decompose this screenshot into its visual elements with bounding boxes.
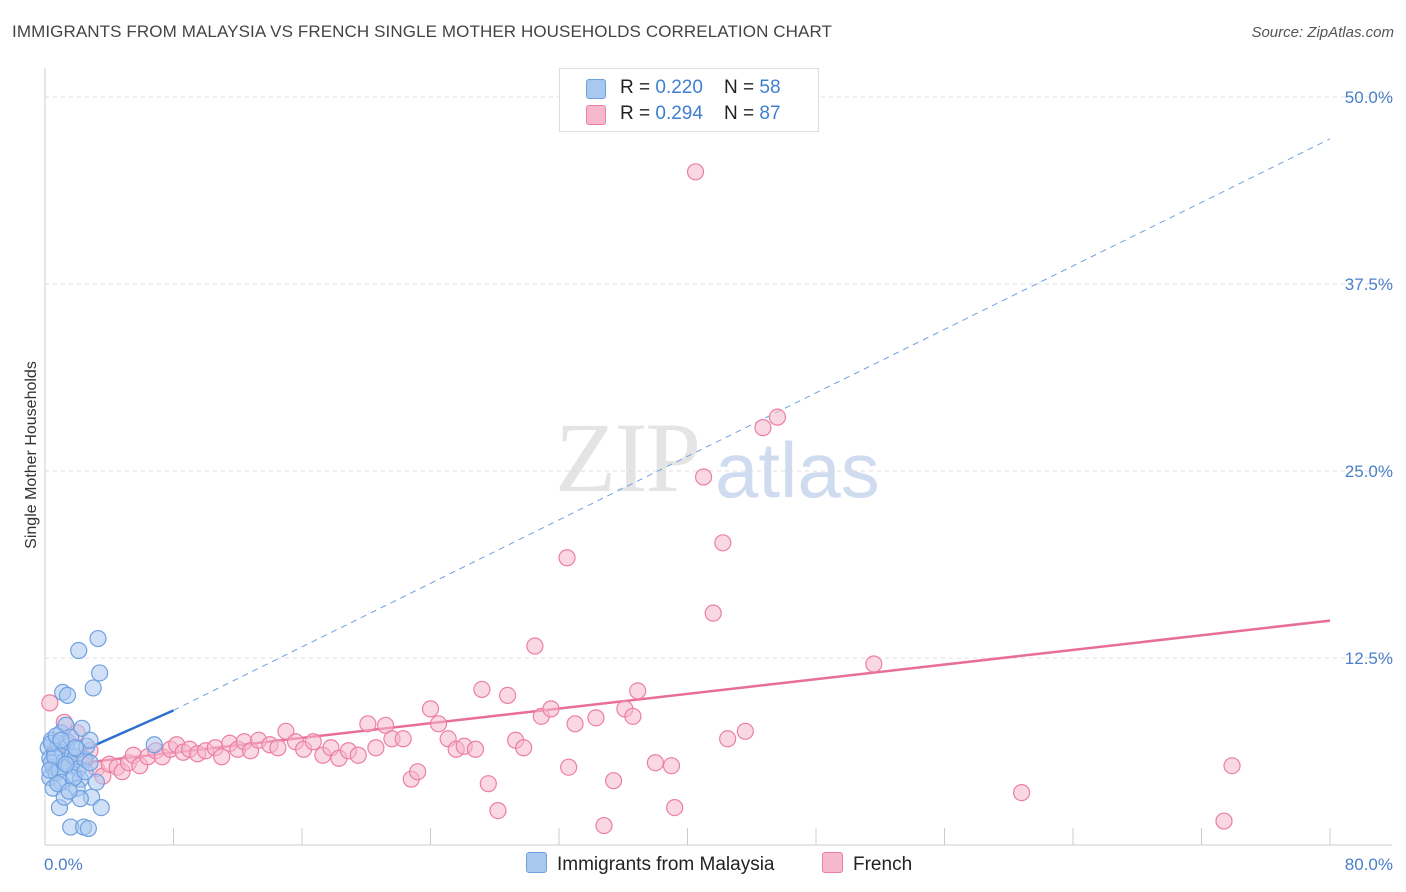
- bottom-legend-label-malaysia: Immigrants from Malaysia: [557, 854, 775, 875]
- data-point-french: [662, 757, 681, 775]
- data-point-french: [560, 758, 578, 776]
- y-ticks: 12.5% 25.0% 37.5% 50.0%: [1345, 88, 1393, 668]
- data-point-malaysia: [73, 719, 91, 737]
- correlation-legend: R = 0.220 N = 58 R = 0.294 N = 87: [559, 68, 819, 132]
- axes: [44, 68, 1392, 846]
- data-point-french: [629, 682, 647, 700]
- data-point-french: [1223, 757, 1241, 775]
- data-point-french: [704, 604, 722, 622]
- data-point-malaysia: [87, 773, 106, 791]
- data-point-malaysia: [92, 798, 110, 817]
- legend-r-value: 0.294: [655, 103, 703, 124]
- data-point-french: [367, 739, 385, 757]
- data-point-malaysia: [57, 755, 75, 773]
- legend-n-label: N =: [724, 77, 760, 98]
- data-point-french: [694, 468, 713, 486]
- trend-line-malaysia-extended: [173, 138, 1331, 711]
- data-point-french: [479, 775, 497, 793]
- data-point-malaysia: [81, 731, 99, 749]
- data-point-french: [304, 733, 322, 751]
- data-point-french: [349, 746, 367, 764]
- bottom-legend-french: French: [822, 852, 912, 876]
- data-point-malaysia: [66, 739, 85, 757]
- data-point-french: [736, 722, 754, 740]
- data-point-malaysia: [70, 641, 88, 660]
- y-axis-title: Single Mother Households: [23, 361, 40, 549]
- data-point-malaysia: [89, 629, 107, 648]
- data-point-french: [754, 419, 772, 437]
- data-point-french: [473, 680, 491, 699]
- data-point-malaysia: [52, 731, 70, 749]
- data-point-french: [515, 739, 533, 757]
- data-point-malaysia: [81, 754, 99, 772]
- data-point-malaysia: [60, 782, 78, 800]
- legend-n-label: N =: [724, 103, 760, 124]
- legend-r-value: 0.220: [655, 77, 703, 98]
- data-point-french: [429, 715, 448, 733]
- data-point-french: [719, 730, 737, 748]
- legend-n-value: 58: [759, 77, 781, 98]
- data-point-french: [566, 715, 584, 733]
- watermark-atlas: atlas: [715, 426, 880, 514]
- y-tick-label: 12.5%: [1345, 649, 1393, 668]
- bottom-legend-swatch-french: [822, 852, 843, 873]
- data-point-french: [409, 763, 427, 781]
- data-point-french: [605, 772, 623, 790]
- data-point-french: [41, 694, 59, 712]
- data-point-french: [646, 754, 664, 772]
- chart-title: IMMIGRANTS FROM MALAYSIA VS FRENCH SINGL…: [12, 22, 833, 41]
- data-point-malaysia: [145, 736, 163, 754]
- legend-swatch-malaysia: [586, 79, 606, 99]
- x-tick-label: 0.0%: [44, 855, 83, 874]
- bottom-legend-label-french: French: [853, 854, 913, 875]
- trend-lines: [44, 138, 1331, 769]
- gridlines: [45, 96, 1392, 659]
- data-point-french: [269, 739, 287, 757]
- bottom-legend-swatch-malaysia: [526, 852, 547, 873]
- data-point-french: [542, 700, 560, 718]
- y-tick-label: 50.0%: [1345, 88, 1393, 107]
- y-tick-label: 37.5%: [1345, 275, 1393, 294]
- x-tick-label: 80.0%: [1345, 855, 1393, 874]
- data-point-french: [768, 408, 787, 426]
- data-point-malaysia: [79, 819, 97, 838]
- data-point-french: [714, 534, 732, 552]
- data-point-french: [587, 709, 605, 727]
- legend-r-label: R =: [620, 103, 656, 124]
- data-point-malaysia: [84, 679, 102, 697]
- data-point-malaysia: [91, 664, 109, 682]
- data-point-french: [526, 637, 544, 655]
- bottom-legend-malaysia: Immigrants from Malaysia: [526, 852, 775, 876]
- data-point-french: [595, 816, 613, 835]
- data-point-french: [421, 700, 440, 718]
- legend-r-label: R =: [620, 77, 656, 98]
- legend-swatch-french: [586, 105, 606, 125]
- data-point-french: [499, 686, 517, 705]
- data-point-malaysia: [41, 761, 59, 779]
- source-label: Source: ZipAtlas.com: [1251, 24, 1394, 41]
- data-point-french: [686, 163, 705, 181]
- data-point-french: [666, 798, 684, 817]
- data-point-french: [213, 748, 231, 766]
- data-point-french: [558, 549, 576, 567]
- data-point-french: [394, 730, 412, 748]
- data-point-french: [359, 715, 377, 733]
- data-point-french: [1012, 784, 1031, 802]
- data-point-malaysia: [58, 686, 77, 705]
- x-ticks: 0.0% 80.0%: [44, 855, 1393, 874]
- y-tick-label: 25.0%: [1345, 462, 1393, 481]
- data-point-french: [865, 655, 883, 673]
- data-point-french: [489, 801, 507, 820]
- data-points: [39, 163, 1241, 838]
- data-point-french: [466, 740, 485, 758]
- legend-n-value: 87: [759, 103, 781, 124]
- data-point-french: [624, 707, 642, 725]
- data-point-french: [1215, 812, 1233, 830]
- watermark-zip: ZIP: [555, 402, 701, 513]
